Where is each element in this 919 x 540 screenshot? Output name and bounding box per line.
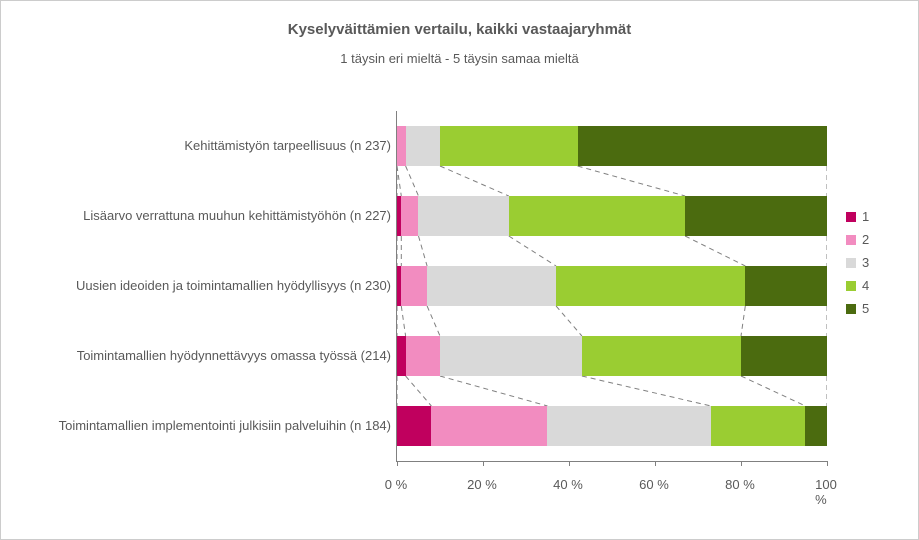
x-tick-label: 20 %	[467, 477, 497, 492]
bar-segment	[578, 126, 827, 166]
bar-segment	[397, 406, 431, 446]
legend-label: 4	[862, 278, 869, 293]
legend-item: 2	[846, 232, 906, 247]
x-tick-label: 60 %	[639, 477, 669, 492]
bar-segment	[547, 406, 710, 446]
legend: 1 2 3 4 5	[846, 201, 906, 324]
plot-area	[396, 111, 827, 462]
bar-row	[397, 266, 827, 306]
legend-item: 3	[846, 255, 906, 270]
legend-swatch	[846, 212, 856, 222]
category-label: Lisäarvo verrattuna muuhun kehittämistyö…	[16, 208, 391, 224]
bar-segment	[401, 266, 427, 306]
bar-segment	[418, 196, 508, 236]
bar-segment	[440, 336, 582, 376]
legend-swatch	[846, 304, 856, 314]
legend-swatch	[846, 281, 856, 291]
bar-segment	[427, 266, 556, 306]
bar-segment	[440, 126, 578, 166]
x-tick-mark	[827, 461, 828, 466]
legend-label: 5	[862, 301, 869, 316]
bar-segment	[406, 336, 440, 376]
bar-segment	[397, 336, 406, 376]
y-axis-labels: Kehittämistyön tarpeellisuus (n 237) Lisä…	[1, 111, 391, 461]
legend-item: 4	[846, 278, 906, 293]
category-label: Kehittämistyön tarpeellisuus (n 237)	[16, 138, 391, 154]
bar-segment	[685, 196, 827, 236]
bar-row	[397, 336, 827, 376]
bar-row	[397, 196, 827, 236]
bar-segment	[431, 406, 547, 446]
legend-item: 5	[846, 301, 906, 316]
bar-segment	[509, 196, 685, 236]
bar-row	[397, 406, 827, 446]
legend-label: 2	[862, 232, 869, 247]
x-tick-label: 40 %	[553, 477, 583, 492]
x-tick-mark	[397, 461, 398, 466]
legend-item: 1	[846, 209, 906, 224]
bar-segment	[711, 406, 806, 446]
category-label: Toimintamallien implementointi julkisiin…	[16, 418, 391, 434]
bar-segment	[582, 336, 741, 376]
bar-segment	[745, 266, 827, 306]
bar-segment	[401, 196, 418, 236]
bar-row	[397, 126, 827, 166]
bar-segment	[556, 266, 745, 306]
bar-segment	[397, 126, 406, 166]
category-label: Uusien ideoiden ja toimintamallien hyödy…	[16, 278, 391, 294]
legend-swatch	[846, 258, 856, 268]
x-axis: 0 %20 %40 %60 %80 %100 %	[396, 477, 826, 497]
x-tick-label: 0 %	[385, 477, 407, 492]
category-label: Toimintamallien hyödynnettävyys omassa t…	[16, 348, 391, 364]
x-tick-mark	[741, 461, 742, 466]
x-tick-label: 80 %	[725, 477, 755, 492]
legend-label: 1	[862, 209, 869, 224]
x-tick-mark	[483, 461, 484, 466]
chart-container: Kyselyväittämien vertailu, kaikki vastaa…	[0, 0, 919, 540]
x-tick-mark	[569, 461, 570, 466]
bar-segment	[741, 336, 827, 376]
x-tick-label: 100 %	[815, 477, 837, 507]
x-tick-mark	[655, 461, 656, 466]
bar-segment	[406, 126, 440, 166]
legend-label: 3	[862, 255, 869, 270]
chart-subtitle: 1 täysin eri mieltä - 5 täysin samaa mie…	[1, 51, 918, 66]
legend-swatch	[846, 235, 856, 245]
bar-segment	[805, 406, 827, 446]
chart-title: Kyselyväittämien vertailu, kaikki vastaa…	[1, 21, 918, 38]
